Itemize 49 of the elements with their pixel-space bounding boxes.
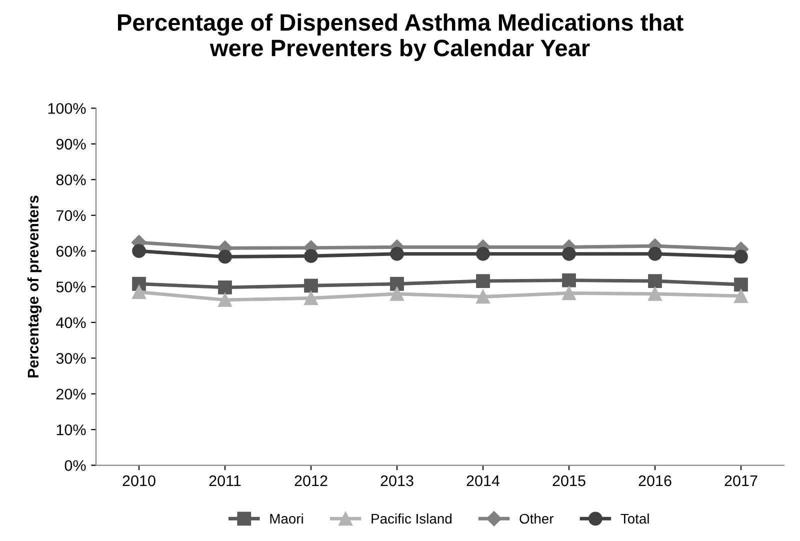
y-tick-label: 70% [56,210,86,222]
point [390,276,404,291]
y-tick-label: 40% [56,317,86,328]
legend-label: Maori [270,513,303,524]
point [734,278,748,292]
x-tick-label: 2011 [209,475,241,486]
point [132,244,146,258]
point [132,276,146,291]
y-tick-label: 80% [56,174,86,186]
legend-label: Total [620,513,649,524]
point [648,246,662,261]
point [304,278,318,293]
y-tick-label: 0% [64,460,86,471]
point [562,286,576,300]
x-tick-label: 2010 [122,475,156,486]
y-axis-title: Percentage of preventers [27,196,42,378]
legend-label: Pacific Island [372,513,452,524]
x-tick-label: 2016 [638,475,672,486]
x-tick-label: 2017 [724,475,758,486]
y-tick-label: 50% [56,282,86,292]
point [218,250,232,264]
y-tick-label: 90% [56,138,86,150]
x-tick-label: 2013 [380,475,414,486]
x-tick-label: 2015 [552,475,586,486]
y-tick-label: 20% [56,388,86,400]
point [648,286,662,301]
point [476,246,490,261]
point [304,291,318,306]
y-tick-label: 100% [48,103,86,114]
chart-title: Percentage of Dispensed Asthma Medications that were Preventers by Calendar Year [118,14,684,62]
point [218,280,232,294]
point [734,289,748,303]
x-tick-label: 2014 [466,475,500,486]
legend-label: Other [520,513,554,524]
point [390,246,404,261]
point [562,246,576,261]
point [132,285,146,300]
point [734,250,748,264]
point [390,286,404,301]
point [304,249,318,263]
y-tick-label: 60% [56,246,86,257]
point [476,290,490,304]
y-tick-label: 30% [56,353,86,364]
y-tick-label: 10% [56,424,86,436]
point [648,274,662,288]
point [476,274,490,288]
point [562,273,576,288]
x-tick-label: 2012 [294,475,328,486]
point [218,292,232,307]
